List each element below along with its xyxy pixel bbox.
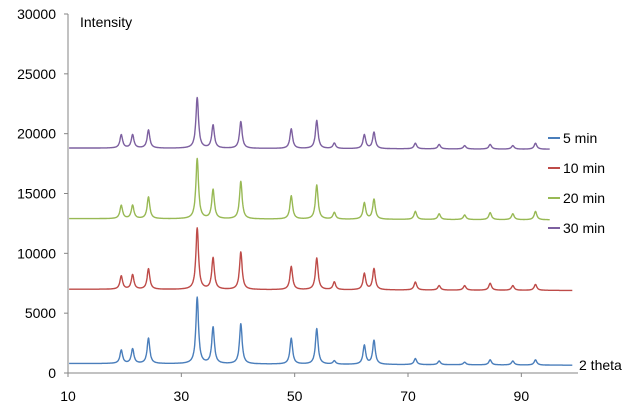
y-tick-label: 0 [48, 365, 56, 381]
y-tick-label: 30000 [17, 6, 56, 22]
legend-entry: 5 min [563, 130, 597, 146]
y-tick-label: 25000 [17, 66, 56, 82]
x-tick-label: 10 [60, 388, 76, 404]
x-tick-label: 70 [400, 388, 416, 404]
chart-legend: 5 min 10 min 20 min 30 min [548, 130, 605, 236]
y-tick-label: 5000 [25, 305, 56, 321]
legend-entry: 10 min [563, 160, 605, 176]
legend-entry: 30 min [563, 220, 605, 236]
series-line-1 [68, 296, 573, 366]
y-tick-label: 15000 [17, 186, 56, 202]
y-axis-label: Intensity [80, 14, 132, 30]
series-line-3 [68, 157, 551, 221]
y-tick-label: 20000 [17, 126, 56, 142]
y-tick-label: 10000 [17, 245, 56, 261]
legend-entry: 20 min [563, 190, 605, 206]
series-line-2 [68, 227, 573, 292]
chart-axes: 0 5000 10000 15000 20000 25000 30000 10 30 50 70 90 [17, 6, 578, 404]
series-line-4 [68, 96, 551, 150]
x-tick-label: 30 [174, 388, 190, 404]
x-tick-label: 50 [287, 388, 303, 404]
chart-series [68, 96, 573, 366]
x-tick-label: 90 [514, 388, 530, 404]
x-axis-label: 2 theta [579, 357, 622, 373]
